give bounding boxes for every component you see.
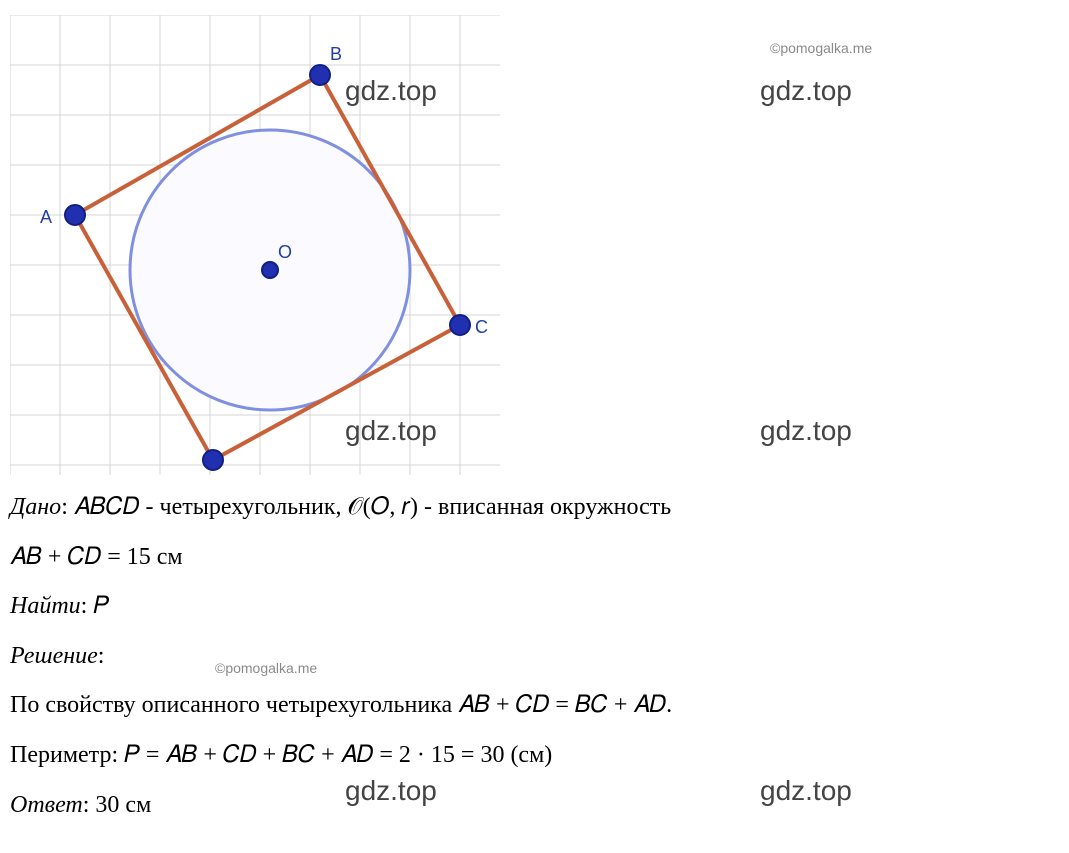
given-equation: 𝐴𝐵 + 𝐶𝐷 = 15 см [10,535,1050,581]
find-rest: : 𝑃 [81,593,109,619]
overlay-2: gdz.top [760,75,852,107]
find-label: Найти [10,593,81,619]
given-rest: : 𝐴𝐵𝐶𝐷 - четырехугольник, 𝒪(𝑂, 𝑟) - впис… [61,494,671,520]
overlay-1: gdz.top [345,75,437,107]
svg-text:B: B [330,44,342,64]
answer-rest: : 30 см [83,792,152,818]
solution-text: Дано: 𝐴𝐵𝐶𝐷 - четырехугольник, 𝒪(𝑂, 𝑟) - … [10,485,1050,832]
solution-label-line: Решение: [10,634,1050,680]
svg-text:O: O [278,242,292,262]
given-label: Дано [10,494,61,520]
given-line: Дано: 𝐴𝐵𝐶𝐷 - четырехугольник, 𝒪(𝑂, 𝑟) - … [10,485,1050,531]
solution-step-1: По свойству описанного четырехугольника … [10,683,1050,729]
answer-label: Ответ [10,792,83,818]
svg-text:D: D [198,474,211,475]
overlay-4: gdz.top [760,415,852,447]
watermark-top: ©pomogalka.me [770,40,872,56]
svg-text:A: A [40,207,52,227]
solution-colon: : [98,643,105,669]
find-line: Найти: 𝑃 [10,584,1050,630]
answer-line: Ответ: 30 см [10,783,1050,829]
solution-step-2: Периметр: 𝑃 = 𝐴𝐵 + 𝐶𝐷 + 𝐵𝐶 + 𝐴𝐷 = 2 · 15… [10,733,1050,779]
solution-label: Решение [10,643,98,669]
svg-text:C: C [475,317,488,337]
overlay-3: gdz.top [345,415,437,447]
